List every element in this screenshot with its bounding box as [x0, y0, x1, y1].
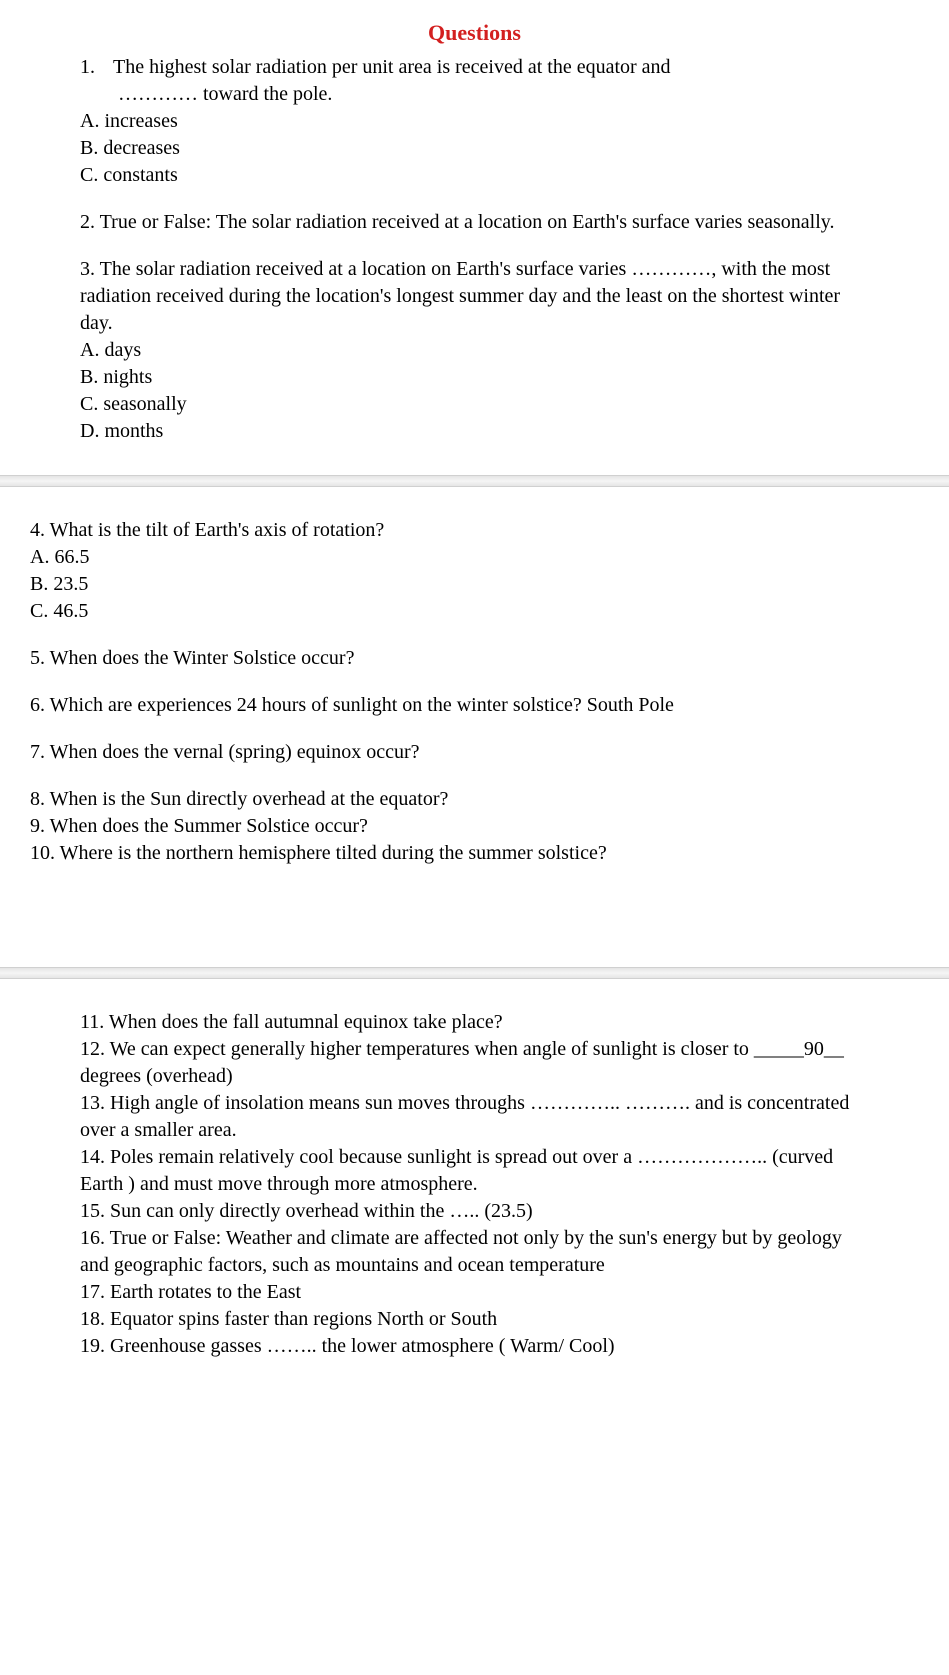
q3-option-c: C. seasonally [80, 391, 869, 418]
q12-text: 12. We can expect generally higher tempe… [80, 1036, 869, 1090]
q4-option-b: B. 23.5 [30, 571, 919, 598]
q4-option-a: A. 66.5 [30, 544, 919, 571]
questions-8-10: 8. When is the Sun directly overhead at … [30, 786, 919, 867]
section-divider-1 [0, 475, 949, 487]
questions-11-19: 11. When does the fall autumnal equinox … [80, 1009, 869, 1360]
q3-option-d: D. months [80, 418, 869, 445]
q9-text: 9. When does the Summer Solstice occur? [30, 813, 919, 840]
question-7: 7. When does the vernal (spring) equinox… [30, 739, 919, 766]
q3-text: 3. The solar radiation received at a loc… [80, 256, 869, 337]
q1-option-b: B. decreases [80, 135, 869, 162]
q1-number: 1. [80, 54, 95, 81]
question-5: 5. When does the Winter Solstice occur? [30, 645, 919, 672]
q11-text: 11. When does the fall autumnal equinox … [80, 1009, 869, 1036]
q17-text: 17. Earth rotates to the East [80, 1279, 869, 1306]
q5-text: 5. When does the Winter Solstice occur? [30, 645, 919, 672]
q1-option-c: C. constants [80, 162, 869, 189]
q6-text: 6. Which are experiences 24 hours of sun… [30, 692, 919, 719]
q13-text: 13. High angle of insolation means sun m… [80, 1090, 869, 1144]
question-6: 6. Which are experiences 24 hours of sun… [30, 692, 919, 719]
page-title: Questions [80, 20, 869, 46]
q1-line1: The highest solar radiation per unit are… [113, 54, 671, 81]
q10-text: 10. Where is the northern hemisphere til… [30, 840, 919, 867]
q4-text: 4. What is the tilt of Earth's axis of r… [30, 517, 919, 544]
q3-option-b: B. nights [80, 364, 869, 391]
question-1: 1. The highest solar radiation per unit … [80, 54, 869, 189]
question-4: 4. What is the tilt of Earth's axis of r… [30, 517, 919, 625]
question-3: 3. The solar radiation received at a loc… [80, 256, 869, 445]
q7-text: 7. When does the vernal (spring) equinox… [30, 739, 919, 766]
q3-option-a: A. days [80, 337, 869, 364]
q1-line2: ………… toward the pole. [80, 81, 869, 108]
q18-text: 18. Equator spins faster than regions No… [80, 1306, 869, 1333]
q14-text: 14. Poles remain relatively cool because… [80, 1144, 869, 1198]
q16-text: 16. True or False: Weather and climate a… [80, 1225, 869, 1279]
section-divider-2 [0, 967, 949, 979]
q15-text: 15. Sun can only directly overhead withi… [80, 1198, 869, 1225]
q1-option-a: A. increases [80, 108, 869, 135]
section-1: Questions 1. The highest solar radiation… [0, 0, 949, 475]
q2-text: 2. True or False: The solar radiation re… [80, 209, 869, 236]
q4-option-c: C. 46.5 [30, 598, 919, 625]
q8-text: 8. When is the Sun directly overhead at … [30, 786, 919, 813]
q19-text: 19. Greenhouse gasses …….. the lower atm… [80, 1333, 869, 1360]
question-2: 2. True or False: The solar radiation re… [80, 209, 869, 236]
section-3: 11. When does the fall autumnal equinox … [0, 979, 949, 1420]
section-2: 4. What is the tilt of Earth's axis of r… [0, 487, 949, 967]
